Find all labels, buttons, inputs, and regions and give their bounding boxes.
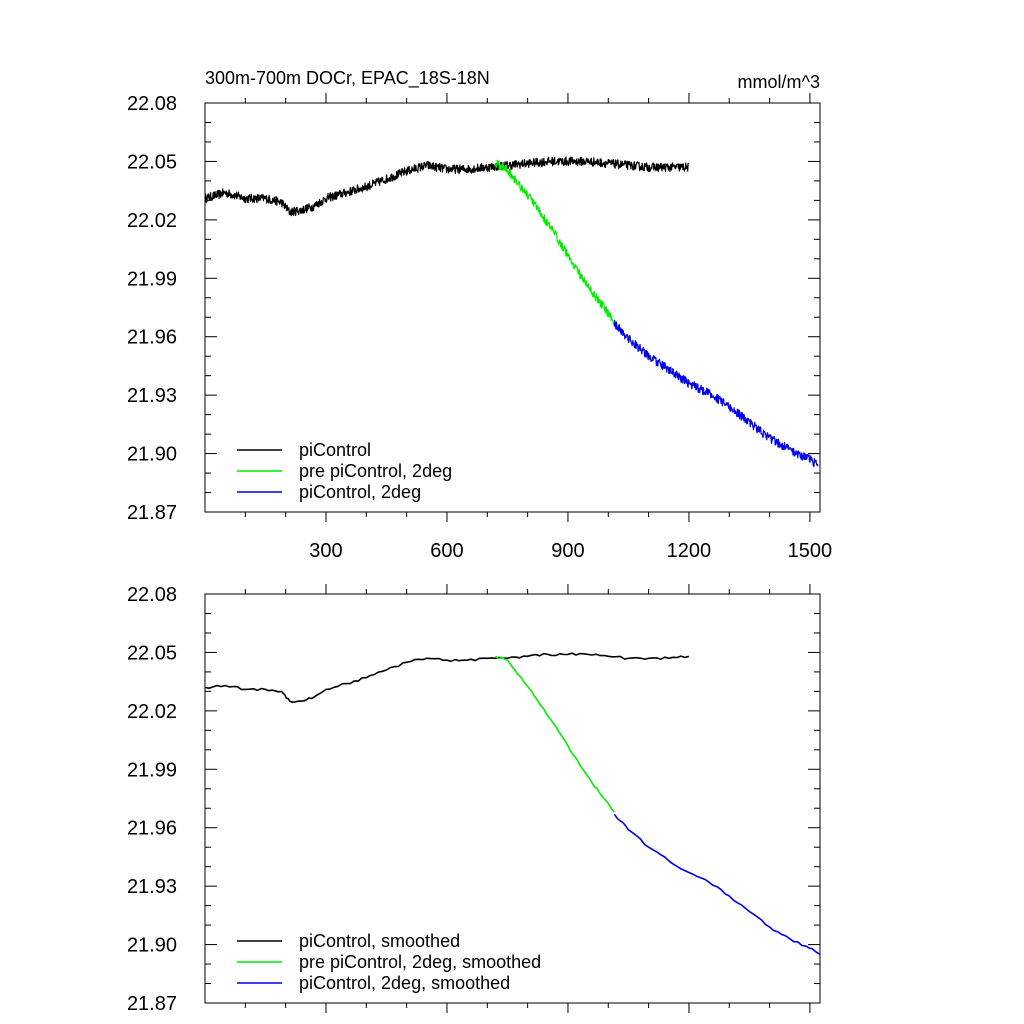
y-tick-label: 21.99 xyxy=(127,759,177,781)
series-line-picontrol-2deg xyxy=(613,319,819,468)
legend-label: piControl, 2deg xyxy=(299,482,421,502)
legend-label: pre piControl, 2deg xyxy=(299,461,452,481)
legend-label: piControl, smoothed xyxy=(299,931,460,951)
top-panel: 21.87 21.90 21.93 21.96 21.99 22.02 22.05 22.08… xyxy=(127,93,832,562)
series-line-picontrol-2deg-smoothed xyxy=(613,813,821,956)
y-tick-label: 22.08 xyxy=(127,93,177,115)
legend-label: piControl, 2deg, smoothed xyxy=(299,973,510,993)
x-tick-label: 300 xyxy=(309,540,342,562)
y-tick-label: 21.96 xyxy=(127,327,177,349)
chart-title: 300m-700m DOCr, EPAC_18S-18N xyxy=(205,68,490,89)
y-tick-label: 21.90 xyxy=(127,444,177,466)
y-tick-label: 21.87 xyxy=(127,993,177,1015)
plot-frame xyxy=(204,593,821,1004)
plot-frame xyxy=(204,102,821,513)
units-label: mmol/m^3 xyxy=(738,72,820,92)
series-line-pre-picontrol-2deg xyxy=(494,159,615,326)
y-tick-label: 21.93 xyxy=(127,385,177,407)
y-tick-label: 22.05 xyxy=(127,151,177,173)
y-tick-label: 22.05 xyxy=(127,642,177,664)
y-tick-label: 21.90 xyxy=(127,935,177,957)
bottom-panel: 21.87 21.90 21.93 21.96 21.99 22.02 22.05 22.08… xyxy=(127,584,821,1015)
series-line-picontrol xyxy=(204,156,690,217)
x-tick-label: 1500 xyxy=(788,540,833,562)
series-line-picontrol-smoothed xyxy=(204,652,690,703)
x-tick-label: 1200 xyxy=(667,540,712,562)
legend-label: piControl xyxy=(299,440,371,460)
x-tick-label: 900 xyxy=(551,540,584,562)
y-tick-label: 21.96 xyxy=(127,818,177,840)
y-tick-label: 21.93 xyxy=(127,876,177,898)
series-line-pre-picontrol-2deg-smoothed xyxy=(494,655,615,813)
y-tick-label: 21.99 xyxy=(127,268,177,290)
y-tick-label: 22.02 xyxy=(127,210,177,232)
y-tick-label: 22.02 xyxy=(127,701,177,723)
legend-label: pre piControl, 2deg, smoothed xyxy=(299,952,541,972)
y-tick-label: 21.87 xyxy=(127,502,177,524)
x-tick-label: 600 xyxy=(430,540,463,562)
y-tick-label: 22.08 xyxy=(127,584,177,606)
